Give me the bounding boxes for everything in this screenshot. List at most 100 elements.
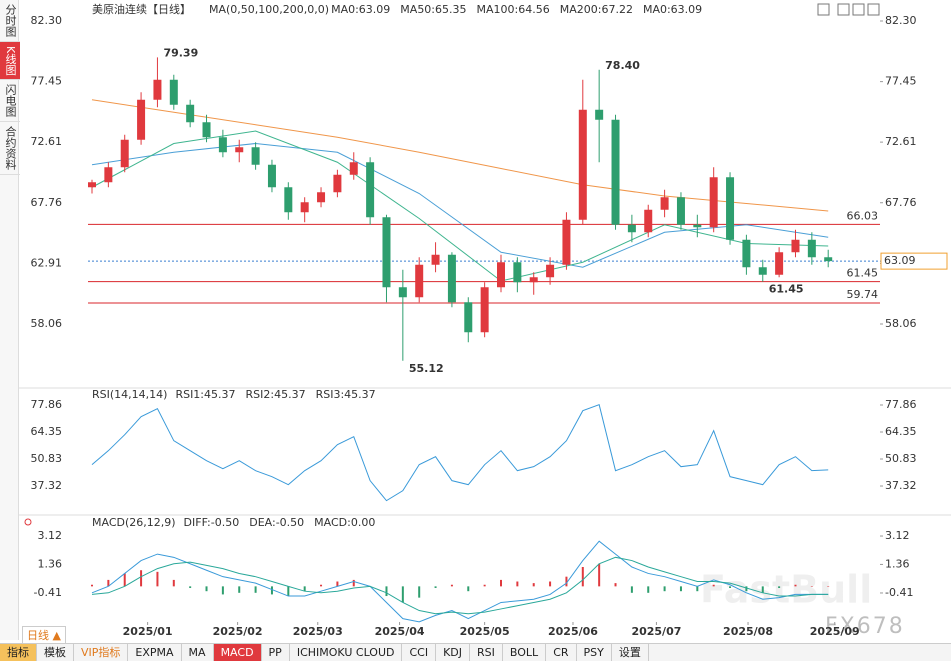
macd-bar	[663, 586, 666, 592]
toolbar-tab[interactable]: MA	[182, 644, 214, 661]
legend-item: MA100:64.56	[477, 3, 550, 16]
candle-body	[726, 177, 735, 240]
candle-body	[595, 109, 604, 120]
legend-item: MA0:63.09	[643, 3, 702, 16]
macd-bar	[91, 584, 93, 587]
macd-bar	[598, 563, 601, 587]
toolbar-icons	[817, 3, 880, 16]
candle-body	[611, 119, 620, 225]
toolbar-tab[interactable]: MACD	[213, 644, 262, 661]
indicator-toolbar: 指标 模板 VIP指标 EXPMA MA MACD PP ICHIMOKU CLOUD CCI K…	[0, 643, 951, 661]
y-tick-label: 64.35	[31, 425, 63, 438]
y-tick-label: 82.30	[31, 14, 63, 27]
toolbar-tab[interactable]: ICHIMOKU CLOUD	[290, 644, 403, 661]
y-tick-label-right: 1.36	[885, 557, 910, 570]
candle-body	[349, 162, 358, 175]
toolbar-tab[interactable]: KDJ	[436, 644, 471, 661]
macd-bar	[467, 586, 470, 592]
legend-item: DIFF:-0.50	[184, 516, 240, 529]
y-tick-label: 77.86	[31, 398, 63, 411]
toolbar-tab[interactable]: 指标	[0, 644, 37, 661]
macd-bar	[336, 581, 339, 587]
x-tick-label: 2025/05	[460, 625, 510, 638]
macd-bar	[696, 586, 699, 592]
y-tick-label-right: -0.41	[885, 586, 913, 599]
macd-bar	[745, 586, 748, 592]
y-tick-label-right: 37.32	[885, 479, 917, 492]
toolbar-tab[interactable]: CCI	[402, 644, 437, 661]
macd-bar	[238, 586, 241, 593]
candle-body	[578, 109, 587, 220]
macd-bar	[532, 583, 535, 587]
period-button[interactable]: 日线 ▲	[22, 626, 66, 644]
price-annotation: 61.45	[769, 283, 804, 296]
y-tick-label-right: 77.86	[885, 398, 917, 411]
toolbar-tab[interactable]: VIP指标	[74, 644, 129, 661]
candle-body	[366, 162, 375, 218]
candle-body	[513, 262, 522, 283]
level-label: 59.74	[847, 288, 879, 301]
y-tick-label: 58.06	[31, 317, 63, 330]
candle-body	[251, 147, 260, 165]
macd-bar	[156, 571, 159, 587]
candle-body	[88, 182, 96, 188]
x-tick-label: 2025/07	[631, 625, 681, 638]
macd-bar	[189, 586, 192, 588]
candle-body	[742, 239, 751, 268]
macd-bar	[630, 586, 633, 593]
toolbar-tab[interactable]: PP	[262, 644, 290, 661]
toolbar-tab[interactable]: EXPMA	[128, 644, 182, 661]
macd-bar	[827, 586, 830, 587]
candle-body	[284, 187, 293, 213]
toolbar-tab[interactable]: CR	[546, 644, 577, 661]
candle-body	[676, 197, 685, 225]
candle-body	[562, 219, 571, 265]
dif-line	[91, 540, 829, 623]
y-tick-label: 67.76	[31, 196, 63, 209]
toolbar-tab[interactable]: 设置	[612, 644, 649, 661]
candle-body	[775, 252, 784, 275]
macd-bar	[778, 586, 781, 588]
ma-line	[91, 99, 829, 212]
y-tick-label-right: 77.45	[885, 75, 917, 88]
toolbar-tab[interactable]: RSI	[470, 644, 503, 661]
y-tick-label-right: 50.83	[885, 452, 917, 465]
sidebar: 分时图 K线图 闪电图 合约资料	[0, 0, 20, 640]
candle-body	[235, 147, 244, 153]
ma-line	[91, 142, 829, 268]
macd-bar	[352, 579, 355, 587]
macd-bar	[614, 583, 617, 587]
candle-body	[431, 254, 440, 265]
toolbar-tab[interactable]: BOLL	[503, 644, 547, 661]
sidebar-tab[interactable]: 合约资料	[0, 122, 20, 176]
candle-body	[202, 122, 211, 138]
y-tick-label-right: 64.35	[885, 425, 917, 438]
candle-body	[693, 224, 702, 228]
candle-body	[497, 262, 505, 288]
macd-bar	[140, 570, 143, 587]
candle-body	[644, 209, 653, 233]
x-tick-label: 2025/03	[293, 625, 343, 638]
sidebar-tab[interactable]: 闪电图	[0, 80, 20, 123]
candle-body	[333, 174, 342, 193]
price-annotation: 79.39	[163, 46, 198, 59]
legend-item: MA200:67.22	[560, 3, 633, 16]
macd-bar	[565, 576, 568, 587]
sidebar-tab[interactable]: 分时图	[0, 0, 20, 42]
macd-bar	[581, 567, 584, 587]
candle-body	[120, 139, 129, 168]
y-tick-label-right: 82.30	[885, 14, 917, 27]
macd-bar	[712, 584, 715, 587]
toolbar-tab[interactable]: PSY	[577, 644, 612, 661]
macd-bar	[434, 586, 437, 588]
macd-bar	[450, 584, 453, 587]
macd-bar	[794, 584, 797, 587]
legend-item: RSI1:45.37	[175, 388, 235, 401]
x-tick-label: 2025/08	[723, 625, 773, 638]
y-tick-label: 3.12	[38, 529, 63, 542]
macd-bar	[679, 586, 682, 592]
sidebar-tab[interactable]: K线图	[0, 42, 20, 81]
toolbar-tab[interactable]: 模板	[37, 644, 74, 661]
dea-line	[91, 556, 829, 615]
